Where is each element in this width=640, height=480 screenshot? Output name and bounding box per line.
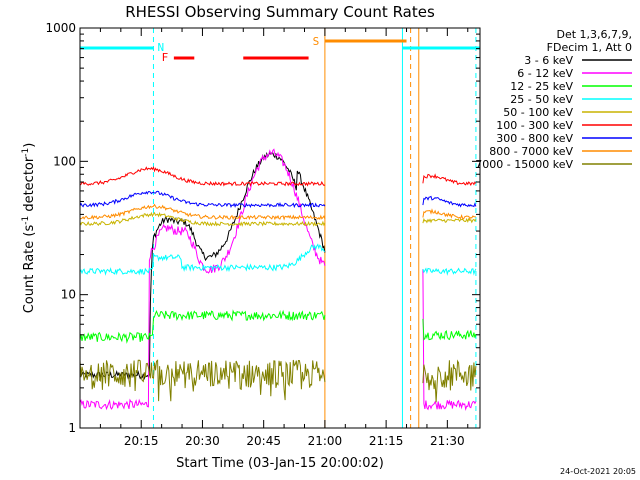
flag-bars: NF S	[80, 35, 480, 64]
x-tick-label: 20:30	[185, 434, 220, 448]
generation-date: 24-Oct-2021 20:05	[560, 467, 636, 476]
series-line-1	[422, 268, 477, 412]
series-line-5	[79, 165, 326, 187]
legend-label: 3 - 6 keV	[524, 54, 573, 67]
series-line-0	[79, 151, 326, 381]
x-tick-label: 20:15	[124, 434, 159, 448]
x-tick-label: 21:15	[369, 434, 404, 448]
series-line-6	[422, 195, 477, 208]
x-tick-label: 20:45	[246, 434, 281, 448]
night-flag-label: N	[158, 41, 165, 54]
series-line-6	[79, 190, 326, 209]
y-axis: 1 10 100 1000	[45, 21, 480, 435]
legend-label: 6 - 12 keV	[517, 67, 573, 80]
legend-label: 7000 - 15000 keV	[475, 158, 573, 171]
legend-header-line-2: FDecim 1, Att 0	[547, 41, 632, 54]
saa-flag-label: S	[313, 35, 320, 48]
series-line-1	[79, 148, 326, 411]
legend: Det 1,3,6,7,9, FDecim 1, Att 0 3 - 6 keV…	[475, 28, 632, 171]
plot-area: NF S 1 10 100 1000 20:15 20:30 20:45 21:00 21:15…	[45, 21, 481, 448]
legend-label: 25 - 50 keV	[510, 93, 573, 106]
legend-label: 800 - 7000 keV	[489, 145, 573, 158]
series-line-4	[422, 217, 477, 224]
legend-label: 50 - 100 keV	[503, 106, 573, 119]
series-line-3	[79, 243, 326, 276]
plot-frame	[79, 27, 481, 429]
chart-title: RHESSI Observing Summary Count Rates	[125, 3, 435, 21]
y-tick-label: 1	[68, 421, 76, 435]
time-markers	[79, 28, 477, 428]
x-axis-label: Start Time (03-Jan-15 20:00:02)	[176, 456, 384, 471]
y-axis-label: Count Rate (s-1 detector-1)	[21, 143, 37, 314]
series-line-5	[422, 173, 477, 186]
series-line-7	[79, 203, 326, 221]
y-tick-label: 1000	[45, 21, 76, 35]
x-tick-label: 21:00	[308, 434, 343, 448]
legend-label: 12 - 25 keV	[510, 80, 573, 93]
series-line-4	[79, 211, 326, 227]
series-group	[79, 148, 477, 412]
y-tick-label: 10	[61, 288, 76, 302]
series-line-8	[79, 359, 326, 402]
series-line-2	[79, 309, 326, 344]
x-tick-label: 21:30	[430, 434, 465, 448]
y-tick-label: 100	[53, 154, 76, 168]
legend-label: 100 - 300 keV	[496, 119, 573, 132]
x-axis: 20:15 20:30 20:45 21:00 21:15 21:30	[99, 28, 469, 448]
series-line-2	[422, 318, 477, 341]
legend-header-line-1: Det 1,3,6,7,9,	[556, 28, 632, 41]
flare-flag-label: F	[162, 51, 169, 64]
series-line-3	[422, 267, 477, 276]
legend-label: 300 - 800 keV	[496, 132, 573, 145]
series-line-7	[422, 208, 477, 220]
series-line-8	[422, 359, 477, 403]
